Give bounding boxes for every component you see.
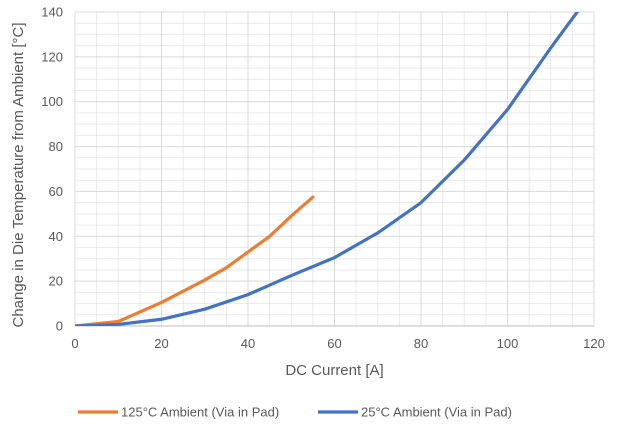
y-tick-label: 0 — [56, 319, 63, 334]
y-tick-label: 80 — [49, 139, 63, 154]
x-tick-label: 60 — [327, 336, 341, 351]
x-tick-label: 100 — [497, 336, 519, 351]
y-tick-label: 140 — [41, 5, 63, 20]
tick-labels: 0 20 40 60 80 100 120 0 20 40 60 80 100 120 140 — [41, 5, 605, 352]
series-line-1 — [75, 12, 580, 326]
y-tick-label: 60 — [49, 184, 63, 199]
y-tick-label: 120 — [41, 49, 63, 64]
x-tick-label: 0 — [71, 336, 78, 351]
x-tick-label: 40 — [241, 336, 255, 351]
x-tick-label: 20 — [154, 336, 168, 351]
y-tick-label: 100 — [41, 94, 63, 109]
series-line-0 — [75, 195, 315, 326]
y-tick-label: 40 — [49, 229, 63, 244]
y-tick-label: 20 — [49, 274, 63, 289]
x-tick-label: 80 — [414, 336, 428, 351]
legend-label-1: 25°C Ambient (Via in Pad) — [361, 405, 512, 420]
x-tick-label: 120 — [583, 336, 605, 351]
y-axis-title: Change in Die Temperature from Ambient [… — [10, 22, 27, 327]
series-lines — [75, 12, 580, 326]
legend: 125°C Ambient (Via in Pad) 25°C Ambient (… — [78, 405, 512, 420]
x-axis-title: DC Current [A] — [285, 362, 383, 379]
grid — [74, 11, 595, 327]
legend-label-0: 125°C Ambient (Via in Pad) — [121, 405, 279, 420]
